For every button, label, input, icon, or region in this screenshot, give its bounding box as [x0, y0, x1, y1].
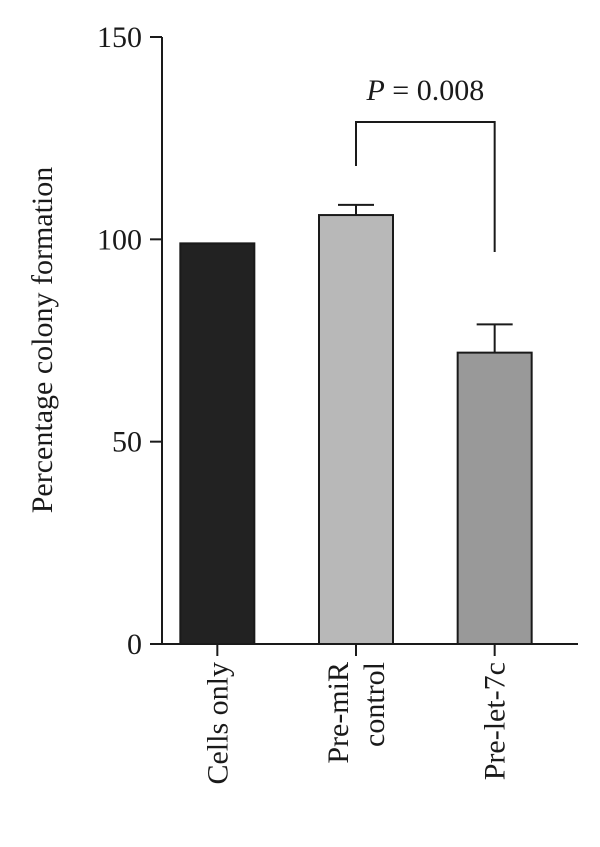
y-axis-title: Percentage colony formation — [26, 167, 59, 514]
error-bars-group — [338, 203, 513, 353]
y-axis: 0 50 100 150 — [97, 21, 163, 661]
bar — [179, 242, 256, 645]
bars-group — [179, 214, 533, 645]
y-tick-label: 0 — [127, 628, 142, 661]
x-category-label: Pre-miR — [322, 662, 355, 764]
bar — [456, 351, 533, 645]
bar — [318, 214, 394, 645]
x-category-label: Pre-let-7c — [479, 662, 512, 780]
y-tick-label: 50 — [112, 426, 142, 459]
x-category-label: Cells only — [201, 662, 234, 785]
y-tick-label: 100 — [97, 223, 142, 256]
significance-bracket — [355, 121, 496, 252]
category-labels: Cells only Pre-miR control Pre-let-7c — [201, 662, 511, 785]
x-category-label: control — [358, 662, 391, 747]
x-axis — [162, 643, 578, 656]
significance-annotation: P = 0.008 — [355, 74, 496, 252]
p-value-label: P = 0.008 — [365, 74, 484, 107]
y-tick-label: 150 — [97, 21, 142, 54]
